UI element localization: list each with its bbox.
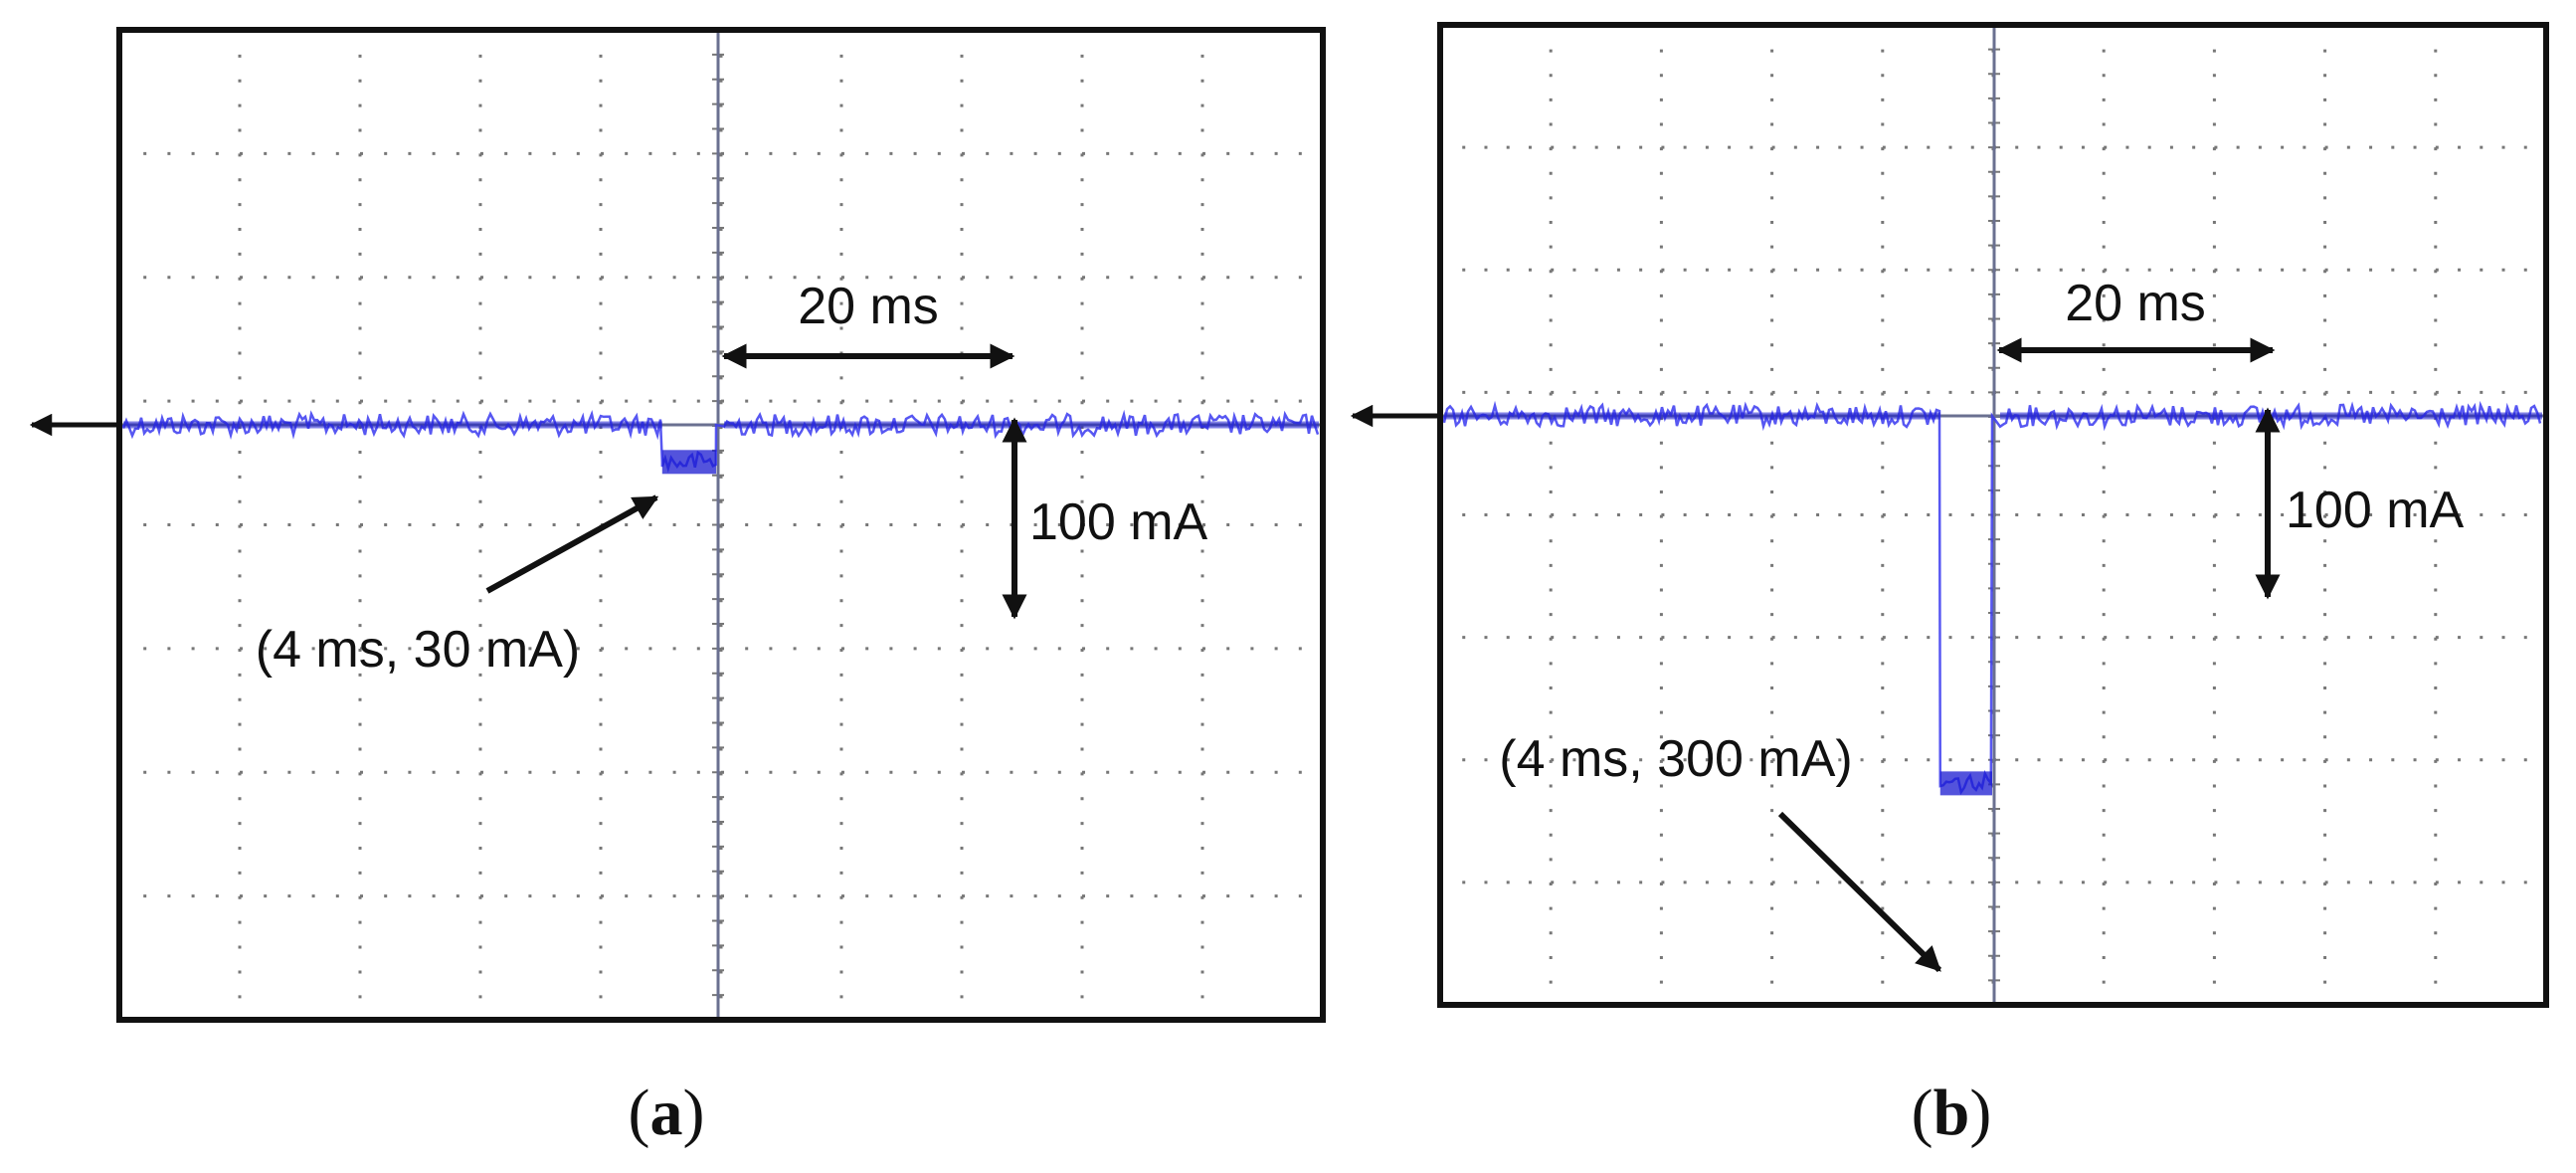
- pulse-pointer-arrow: [485, 494, 659, 594]
- panel-a-letter: a: [650, 1076, 683, 1149]
- panel-b-letter: b: [1933, 1076, 1970, 1149]
- panel-a-caption: (a): [629, 1076, 705, 1149]
- time-scale-label: 20 ms: [798, 278, 939, 335]
- plot-frame: [1437, 22, 2549, 1008]
- time-scale-label: 20 ms: [2065, 275, 2206, 332]
- pulse-label: (4 ms, 30 mA): [256, 621, 581, 679]
- panel-a: 20 ms 100 mA (4 ms, 30 mA): [29, 27, 1326, 1023]
- panel-b: 20 ms 100 mA (4 ms, 300 mA): [1350, 22, 2549, 1008]
- current-scale-label: 100 mA: [2286, 482, 2465, 539]
- pulse-block: [661, 450, 716, 475]
- pulse-block: [1939, 771, 1992, 796]
- pulse-pointer-arrow: [1777, 811, 1942, 973]
- pulse-label: (4 ms, 300 mA): [1499, 730, 1852, 788]
- current-trace: [121, 409, 1320, 475]
- current-scale-label: 100 mA: [1029, 493, 1208, 551]
- plot-frame: [116, 27, 1326, 1023]
- panel-b-caption: (b): [1912, 1076, 1992, 1149]
